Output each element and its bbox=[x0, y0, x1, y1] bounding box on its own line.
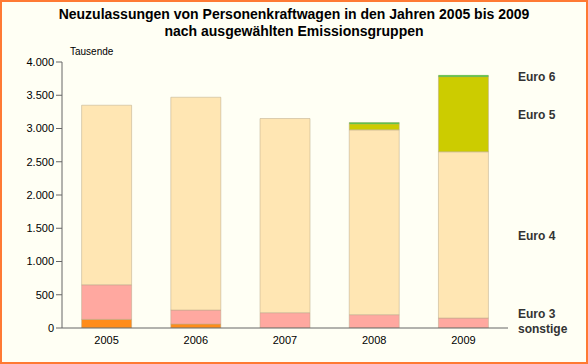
svg-text:3.500: 3.500 bbox=[26, 89, 54, 101]
html-text:Euro 3: Euro 3 bbox=[518, 307, 556, 321]
html-text:Euro 4: Euro 4 bbox=[518, 228, 556, 243]
html-text:Tausende: Tausende bbox=[70, 46, 114, 57]
svg-text:2007: 2007 bbox=[273, 334, 297, 346]
svg-text:2008: 2008 bbox=[362, 334, 386, 346]
html-text:nach ausgewählten Emissionsgru: nach ausgewählten Emissionsgruppen bbox=[164, 23, 424, 39]
html-text:Euro 6: Euro 6 bbox=[518, 70, 556, 84]
svg-text:2005: 2005 bbox=[94, 334, 118, 346]
svg-text:2006: 2006 bbox=[184, 334, 208, 346]
svg-text:3.000: 3.000 bbox=[26, 122, 54, 134]
html-text:Neuzulassungen von Personenkra: Neuzulassungen von Personenkraftwagen in… bbox=[58, 6, 530, 22]
svg-text:1.500: 1.500 bbox=[26, 222, 54, 234]
svg-text:2.500: 2.500 bbox=[26, 156, 54, 168]
html-text:Euro 5: Euro 5 bbox=[518, 108, 556, 123]
svg-text:2009: 2009 bbox=[451, 334, 475, 346]
svg-text:0: 0 bbox=[48, 322, 54, 334]
html-text:sonstige: sonstige bbox=[518, 322, 568, 336]
svg-text:2.000: 2.000 bbox=[26, 189, 54, 201]
svg-text:500: 500 bbox=[36, 289, 54, 301]
svg-text:1.000: 1.000 bbox=[26, 255, 54, 267]
svg-text:4.000: 4.000 bbox=[26, 56, 54, 68]
